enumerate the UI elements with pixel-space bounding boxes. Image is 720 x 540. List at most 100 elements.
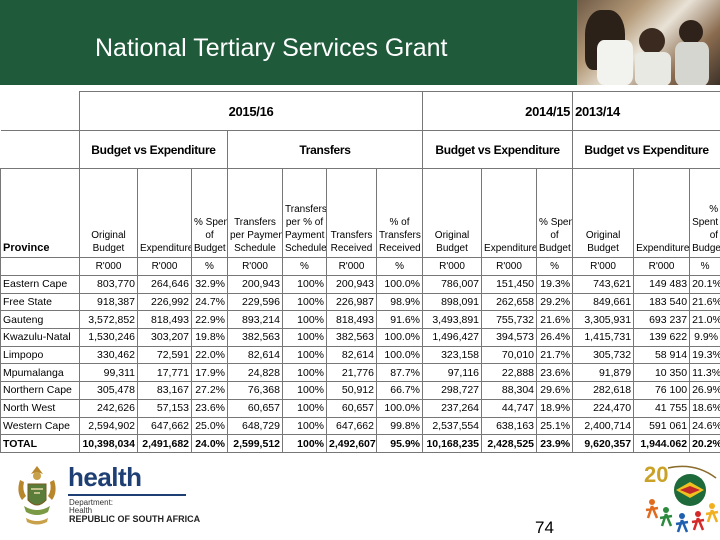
table-row: North West 242,626 57,153 23.6% 60,657 100% 60… bbox=[0, 398, 720, 418]
column-header: Transfers per Payment Schedule bbox=[227, 168, 283, 258]
table-cell: 23.6% bbox=[191, 398, 228, 418]
table-cell: 743,621 bbox=[572, 275, 635, 294]
table-cell: 3,493,891 bbox=[422, 310, 483, 330]
table-cell: 19.8% bbox=[191, 328, 228, 347]
table-cell: 100% bbox=[282, 292, 327, 312]
units-row: R'000 R'000 % R'000 % R'000 % R'000 R'00… bbox=[0, 257, 720, 276]
table-cell: 91,879 bbox=[572, 363, 635, 383]
total-cell: 1,944.062 bbox=[633, 434, 691, 454]
group-header-budget-2013: Budget vs Expenditure bbox=[572, 130, 720, 169]
unit-cell: % bbox=[536, 257, 574, 276]
province-name: Northern Cape bbox=[0, 381, 80, 400]
province-name: Western Cape bbox=[0, 416, 80, 436]
table-cell: 82,614 bbox=[227, 345, 283, 365]
table-cell: 66.7% bbox=[375, 381, 424, 400]
table-cell: 100% bbox=[282, 398, 327, 418]
year-header-2014-15: 2014/15 bbox=[422, 91, 574, 131]
table-cell: 72,591 bbox=[137, 345, 192, 365]
table-cell: 25.1% bbox=[536, 416, 574, 436]
table-cell: 22.9% bbox=[191, 310, 228, 330]
table-cell: 100% bbox=[282, 275, 327, 294]
table-cell: 242,626 bbox=[79, 398, 138, 418]
table-cell: 264,646 bbox=[137, 275, 192, 294]
table-cell: 50,912 bbox=[326, 381, 377, 400]
column-header: Expenditure bbox=[633, 168, 691, 258]
column-header: Transfers per % of Payment Schedule bbox=[282, 168, 327, 258]
total-cell: 2,599,512 bbox=[227, 434, 283, 454]
coat-of-arms-icon bbox=[18, 466, 56, 525]
total-cell: 95.9% bbox=[375, 434, 424, 454]
table-cell: 226,987 bbox=[326, 292, 377, 312]
column-header: % SpentofBudget bbox=[191, 168, 228, 258]
province-name: North West bbox=[0, 398, 80, 418]
table-cell: 98.9% bbox=[375, 292, 424, 312]
table-cell: 755,732 bbox=[481, 310, 538, 330]
table-cell: 282,618 bbox=[572, 381, 635, 400]
table-cell: 41 755 bbox=[633, 398, 691, 418]
table-row: Kwazulu-Natal 1,530,246 303,207 19.8% 382,56… bbox=[0, 328, 720, 347]
table-cell: 99.8% bbox=[375, 416, 424, 436]
table-cell: 11.3% bbox=[689, 363, 720, 383]
unit-cell: R'000 bbox=[422, 257, 483, 276]
table-cell: 893,214 bbox=[227, 310, 283, 330]
table-cell: 100% bbox=[282, 345, 327, 365]
group-header-row: Budget vs Expenditure Transfers Budget v… bbox=[0, 130, 720, 169]
table-cell: 591 061 bbox=[633, 416, 691, 436]
total-cell: 2,491,682 bbox=[137, 434, 192, 454]
group-header-budget-2015: Budget vs Expenditure bbox=[79, 130, 228, 169]
table-cell: 200,943 bbox=[227, 275, 283, 294]
table-cell: 60,657 bbox=[227, 398, 283, 418]
total-label: TOTAL bbox=[0, 434, 80, 454]
table-cell: 18.9% bbox=[536, 398, 574, 418]
total-cell: 10,168,235 bbox=[422, 434, 483, 454]
total-cell: 2,492,607 bbox=[326, 434, 377, 454]
units-row-blank bbox=[0, 257, 80, 276]
table-cell: 21.0% bbox=[689, 310, 720, 330]
table-cell: 323,158 bbox=[422, 345, 483, 365]
total-cell: 100% bbox=[282, 434, 327, 454]
column-header: % SpentofBudget bbox=[536, 168, 574, 258]
table-cell: 394,573 bbox=[481, 328, 538, 347]
table-cell: 382,563 bbox=[326, 328, 377, 347]
table-row: Free State 918,387 226,992 24.7% 229,596 100%… bbox=[0, 292, 720, 312]
unit-cell: R'000 bbox=[633, 257, 691, 276]
province-name: Free State bbox=[0, 292, 80, 312]
table-row: Gauteng 3,572,852 818,493 22.9% 893,214 100% 8… bbox=[0, 310, 720, 330]
table-cell: 149 483 bbox=[633, 275, 691, 294]
table-cell: 1,415,731 bbox=[572, 328, 635, 347]
table-cell: 898,091 bbox=[422, 292, 483, 312]
table-cell: 24,828 bbox=[227, 363, 283, 383]
table-cell: 648,729 bbox=[227, 416, 283, 436]
table-cell: 25.0% bbox=[191, 416, 228, 436]
table-cell: 100.0% bbox=[375, 398, 424, 418]
table-cell: 100.0% bbox=[375, 345, 424, 365]
table-cell: 88,304 bbox=[481, 381, 538, 400]
year-header-2013-14: 2013/14 bbox=[572, 91, 720, 131]
table-cell: 1,530,246 bbox=[79, 328, 138, 347]
corner-cell bbox=[0, 91, 80, 131]
column-header-row: Province Original Budget Expenditure % Sp… bbox=[0, 168, 720, 258]
unit-cell: % bbox=[282, 257, 327, 276]
unit-cell: % bbox=[375, 257, 424, 276]
table-row: Eastern Cape 803,770 264,646 32.9% 200,943 10… bbox=[0, 275, 720, 294]
anniversary-emblem-icon: 20 bbox=[644, 462, 719, 533]
table-cell: 99,311 bbox=[79, 363, 138, 383]
table-cell: 100% bbox=[282, 381, 327, 400]
table-cell: 83,167 bbox=[137, 381, 192, 400]
table-cell: 229,596 bbox=[227, 292, 283, 312]
table-cell: 382,563 bbox=[227, 328, 283, 347]
unit-cell: R'000 bbox=[79, 257, 138, 276]
table-cell: 21.7% bbox=[536, 345, 574, 365]
title-banner: National Tertiary Services Grant bbox=[0, 0, 720, 85]
table-cell: 32.9% bbox=[191, 275, 228, 294]
table-cell: 100% bbox=[282, 328, 327, 347]
slide-title: National Tertiary Services Grant bbox=[95, 34, 448, 62]
table-cell: 2,537,554 bbox=[422, 416, 483, 436]
table-cell: 21.6% bbox=[536, 310, 574, 330]
table-cell: 298,727 bbox=[422, 381, 483, 400]
table-cell: 70,010 bbox=[481, 345, 538, 365]
unit-cell: R'000 bbox=[227, 257, 283, 276]
table-cell: 3,572,852 bbox=[79, 310, 138, 330]
svg-text:20: 20 bbox=[644, 462, 668, 487]
table-cell: 100% bbox=[282, 416, 327, 436]
